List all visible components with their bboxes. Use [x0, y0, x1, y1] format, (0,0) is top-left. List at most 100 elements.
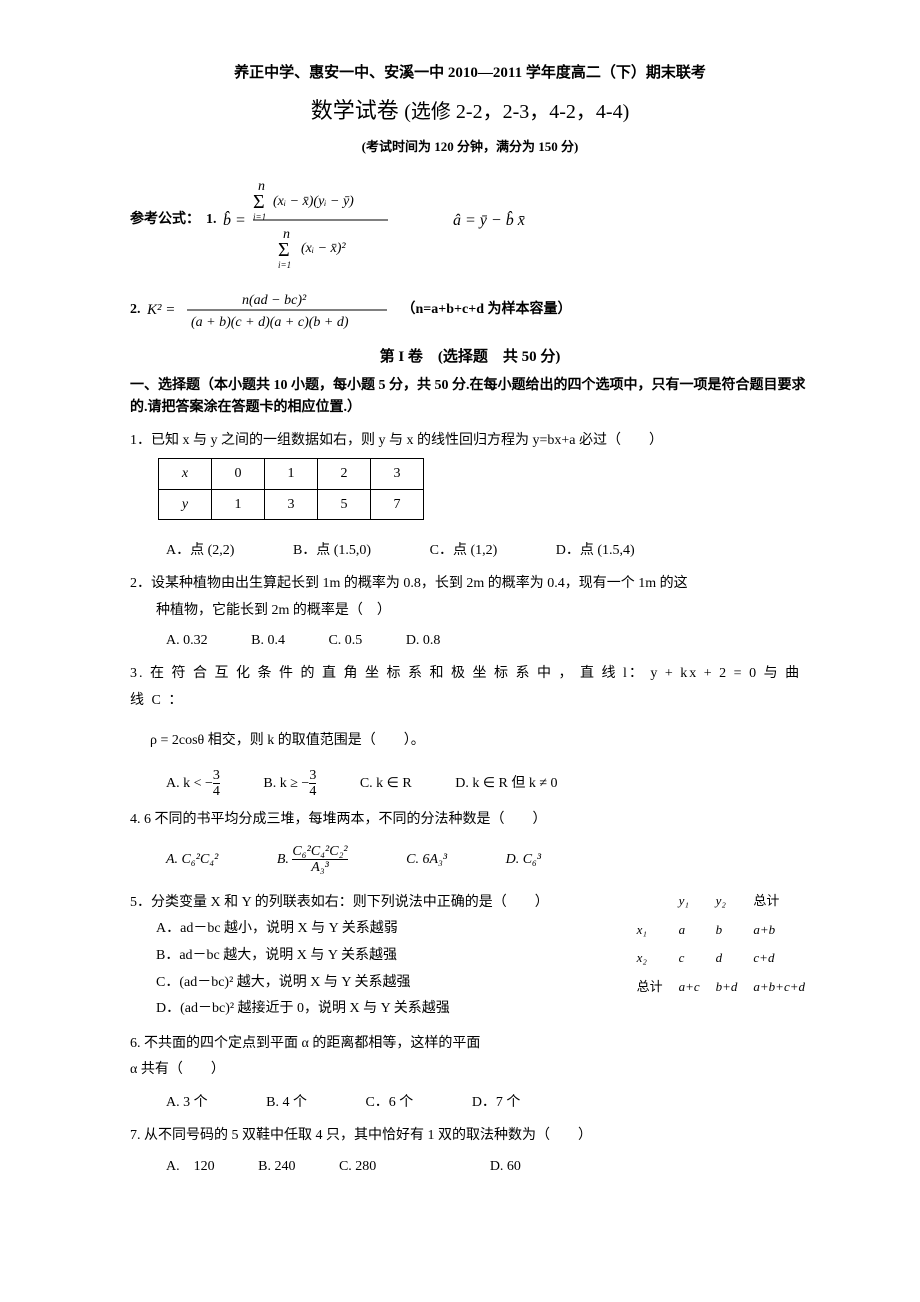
table-row: 总计a+cb+da+b+c+d	[636, 974, 806, 1001]
q2-optA: A. 0.32	[166, 628, 208, 653]
q3-optB-num: 3	[309, 768, 316, 783]
q6-optB: B. 4 个	[266, 1090, 307, 1115]
formula-1-prefix: 1.	[206, 207, 217, 232]
question-1: 1．已知 x 与 y 之间的一组数据如右，则 y 与 x 的线性回归方程为 y=…	[130, 428, 810, 455]
q3-line1: 3. 在 符 合 互 化 条 件 的 直 角 坐 标 系 和 极 坐 标 系 中…	[130, 666, 801, 708]
q1-stem: 1．已知 x 与 y 之间的一组数据如右，则 y 与 x 的线性回归方程为 y=…	[130, 433, 663, 448]
svg-text:(a + b)(c + d)(a + c)(b + d): (a + b)(c + d)(a + c)(b + d)	[191, 315, 349, 330]
section-1-instruction: 一、选择题（本小题共 10 小题，每小题 5 分，共 50 分.在每小题给出的四…	[130, 375, 810, 420]
subtitle-main: 数学试卷	[311, 98, 399, 123]
question-2: 2．设某种植物由出生算起长到 1m 的概率为 0.8，长到 2m 的概率为 0.…	[130, 571, 810, 624]
q3-optA-den: 4	[213, 783, 220, 799]
q3-options: A. k < −34 B. k ≥ −34 C. k ∈ R D. k ∈ R …	[130, 768, 810, 800]
q4-optA: A. C₆²C₄²	[166, 847, 218, 872]
q3-optA: A. k < −34	[166, 768, 220, 800]
q1-optB: B．点 (1.5,0)	[293, 538, 371, 563]
ct-tot-r: 总计	[636, 974, 664, 1001]
q3-optB: B. k ≥ −34	[263, 768, 316, 800]
svg-text:Σ: Σ	[253, 191, 265, 213]
q2-optC: C. 0.5	[328, 628, 362, 653]
contingency-table: y₁y₂总计 x₁aba+b x₂cdc+d 总计a+cb+da+b+c+d	[622, 886, 820, 1003]
q1-x3: 3	[371, 459, 424, 489]
svg-text:b̂ =: b̂ =	[223, 210, 246, 229]
table-row: x₁aba+b	[636, 917, 806, 944]
q4-optB: B. C₆²C₄²C₂²A₃³	[277, 844, 348, 876]
q2-optD: D. 0.8	[406, 628, 441, 653]
q6-options: A. 3 个 B. 4 个 C．6 个 D．7 个	[130, 1090, 810, 1115]
q6-optD: D．7 个	[472, 1090, 521, 1115]
ct-b: b	[715, 917, 739, 944]
q7-optC: C. 280	[339, 1154, 376, 1179]
subtitle-paren: (选修 2-2，2-3，4-2，4-4)	[404, 101, 629, 123]
q1-y-label: y	[159, 489, 212, 519]
q1-options: A．点 (2,2) B．点 (1.5,0) C．点 (1,2) D．点 (1.5…	[130, 538, 810, 563]
q1-y3: 7	[371, 489, 424, 519]
q3-optB-pre: B. k ≥ −	[263, 771, 309, 796]
ct-abcd: a+b+c+d	[752, 974, 806, 1001]
table-row: y₁ y₂ 总计	[636, 888, 806, 915]
q7-optB: B. 240	[258, 1154, 295, 1179]
q6-line1: 6. 不共面的四个定点到平面 α 的距离都相等，这样的平面	[130, 1036, 480, 1051]
formula-1: 参考公式： 1. b̂ = n Σ i=1 (xᵢ − x̄)(yᵢ − ȳ) …	[130, 170, 810, 270]
q1-x-label: x	[159, 459, 212, 489]
q1-x1: 1	[265, 459, 318, 489]
ct-cd: c+d	[752, 945, 806, 972]
section-1-header: 第 I 卷 (选择题 共 50 分)	[130, 344, 810, 371]
q3-optD: D. k ∈ R 但 k ≠ 0	[455, 771, 557, 796]
svg-text:â = ȳ − b̂ x̄: â = ȳ − b̂ x̄	[453, 210, 525, 229]
q1-x0: 0	[212, 459, 265, 489]
q3-optB-den: 4	[309, 783, 316, 799]
exam-title: 养正中学、惠安一中、安溪一中 2010—2011 学年度高二（下）期末联考	[130, 60, 810, 87]
q1-optC: C．点 (1,2)	[430, 538, 498, 563]
q1-data-table: x 0 1 2 3 y 1 3 5 7	[158, 458, 424, 519]
svg-text:Σ: Σ	[278, 239, 290, 261]
formula-2-prefix: 2.	[130, 297, 141, 322]
ct-c: c	[678, 945, 701, 972]
q7-options: A. 120 B. 240 C. 280 D. 60	[130, 1154, 810, 1179]
formula-a-hat: â = ȳ − b̂ x̄	[453, 200, 563, 240]
svg-text:i=1: i=1	[278, 260, 291, 270]
formula-k2: K² = n(ad − bc)² (a + b)(c + d)(a + c)(b…	[147, 286, 392, 334]
ct-ac: a+c	[678, 974, 701, 1001]
question-5: y₁y₂总计 x₁aba+b x₂cdc+d 总计a+cb+da+b+c+d 5…	[130, 890, 810, 1023]
q1-x2: 2	[318, 459, 371, 489]
q4-optB-den: A₃³	[292, 859, 347, 875]
ct-d: d	[715, 945, 739, 972]
formula-lead: 参考公式：	[130, 207, 200, 232]
q3-optC: C. k ∈ R	[360, 771, 412, 796]
ct-tot: 总计	[752, 888, 806, 915]
svg-text:n(ad − bc)²: n(ad − bc)²	[242, 293, 307, 308]
exam-subtitle: 数学试卷 (选修 2-2，2-3，4-2，4-4)	[130, 91, 810, 131]
q4-optB-num: C₆²C₄²C₂²	[292, 844, 347, 859]
table-row: x 0 1 2 3	[159, 459, 424, 489]
ct-y1: y₁	[678, 888, 701, 915]
question-3: 3. 在 符 合 互 化 条 件 的 直 角 坐 标 系 和 极 坐 标 系 中…	[130, 661, 810, 714]
q7-optD: D. 60	[490, 1154, 521, 1179]
q4-optC: C. 6A₃³	[406, 847, 447, 872]
q6-optC: C．6 个	[365, 1090, 413, 1115]
q1-y0: 1	[212, 489, 265, 519]
formula-k2-note: （n=a+b+c+d 为样本容量）	[402, 297, 572, 322]
table-row: y 1 3 5 7	[159, 489, 424, 519]
q2-options: A. 0.32 B. 0.4 C. 0.5 D. 0.8	[130, 628, 810, 653]
svg-text:K² =: K² =	[147, 302, 175, 318]
q2-optB: B. 0.4	[251, 628, 285, 653]
q6-line2: α 共有（ ）	[130, 1057, 225, 1084]
q1-y1: 3	[265, 489, 318, 519]
q4-stem: 4. 6 不同的书平均分成三堆，每堆两本，不同的分法种数是（ ）	[130, 812, 547, 827]
svg-text:(xᵢ − x̄)²: (xᵢ − x̄)²	[301, 241, 346, 256]
question-7: 7. 从不同号码的 5 双鞋中任取 4 只，其中恰好有 1 双的取法种数为（ ）	[130, 1123, 810, 1150]
q5-stem: 5．分类变量 X 和 Y 的列联表如右：则下列说法中正确的是（ ）	[130, 895, 549, 910]
table-row: x₂ cd c+d	[636, 945, 806, 972]
q4-optD: D. C₆³	[506, 847, 542, 872]
q3-optA-num: 3	[213, 768, 220, 783]
q6-optA: A. 3 个	[166, 1090, 208, 1115]
ct-y2: y₂	[715, 888, 739, 915]
q1-y2: 5	[318, 489, 371, 519]
exam-time-note: (考试时间为 120 分钟，满分为 150 分)	[130, 135, 810, 158]
q3-line2: ρ = 2cosθ 相交，则 k 的取值范围是（ ）。	[150, 728, 425, 753]
svg-text:i=1: i=1	[253, 212, 266, 222]
ct-ab: a+b	[752, 917, 806, 944]
question-4: 4. 6 不同的书平均分成三堆，每堆两本，不同的分法种数是（ ）	[130, 807, 810, 834]
ct-x2: x₂	[636, 945, 664, 972]
